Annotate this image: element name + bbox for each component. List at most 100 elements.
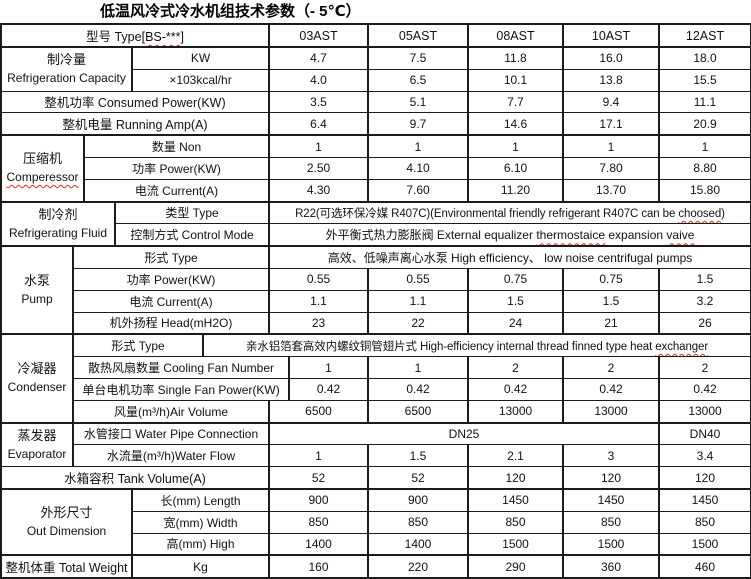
value-cell: 13000 [467, 399, 564, 424]
row-pump-type: 水泵 Pump 形式 Type 高效、低噪声离心水泵 High efficienc… [0, 245, 751, 335]
row-label: 高(mm) High [131, 532, 270, 556]
value-cell: 3.5 [268, 90, 369, 114]
value-cell: 9.7 [367, 112, 469, 136]
value-cell: 0.55 [367, 267, 469, 291]
value-cell: 4.10 [367, 156, 469, 180]
value-cell: 0.75 [467, 267, 564, 291]
section-zh: 压缩机 [22, 151, 62, 167]
value-cell: 120 [562, 466, 660, 490]
section-en: Comperessor [6, 170, 79, 185]
value-cell: 17.1 [562, 112, 660, 136]
row-label: 机外扬程 Head(mH2O) [72, 311, 270, 335]
value-cell-control-mode: 外平衡式热力膨胀阀 External equalizer thermostaic… [268, 223, 751, 247]
value-cell-pipe-dn25: DN25 [268, 421, 660, 446]
value-cell: 160 [268, 554, 369, 579]
section-label-condenser: 冷凝器 Condenser [0, 333, 74, 424]
value-cell: 1.1 [367, 289, 469, 313]
value-cell: 13000 [658, 399, 751, 424]
section-label-pump: 水泵 Pump [0, 245, 74, 335]
value-cell: 1 [288, 356, 369, 379]
value-cell: 360 [562, 554, 660, 579]
value-cell: 1500 [467, 532, 564, 556]
value-cell: 1 [367, 134, 469, 158]
row-label: 形式 Type [72, 245, 270, 269]
row-condenser-type: 冷凝器 Condenser 形式 Type 亲水铝箔套高效内螺纹铜管翅片式 Hig… [0, 333, 751, 424]
value-cell-pump-type: 高效、低噪声离心水泵 High efficiency、 low noise ce… [268, 245, 751, 269]
row-label: 整机功率 Consumed Power(KW) [0, 90, 270, 114]
model-header-row: 型号 Type[BS-***] 03AST 05AST 08AST 10AST … [0, 23, 751, 48]
value-cell: 1.5 [367, 444, 469, 468]
row-capacity-kw: 制冷量 Refrigeration Capacity KW 4.7 7.5 11.… [0, 45, 751, 92]
value-cell: 21 [562, 311, 660, 335]
value-cell: 220 [367, 554, 469, 579]
section-label-compressor: 压缩机 Comperessor [0, 134, 85, 203]
row-label: 整机电量 Running Amp(A) [0, 112, 270, 136]
value-cell: 7.60 [367, 178, 469, 203]
value-cell-pipe-dn40: DN40 [658, 421, 751, 446]
value-cell: 16.0 [562, 45, 660, 70]
row-consumed-power: 整机功率 Consumed Power(KW) 3.5 5.1 7.7 9.4 … [0, 90, 751, 114]
row-label: 单台电机功率 Single Fan Power(KW) [72, 377, 290, 401]
page-title: 低温风冷式冷水机组技术参数（- 5℃） [100, 3, 361, 20]
value-text-misspelled: exchanger [655, 340, 709, 353]
section-en: Evaporator [7, 446, 67, 461]
row-label: 类型 Type [114, 200, 270, 225]
value-text-misspelled: vaive [666, 228, 695, 243]
model-header-label: 型号 Type[BS-***] [0, 23, 270, 48]
value-cell: 0.42 [562, 377, 660, 401]
value-cell: 13.70 [562, 178, 660, 203]
section-zh: 外形尺寸 [40, 505, 93, 521]
value-text-misspelled: choosed [678, 207, 722, 220]
value-cell: 5.1 [367, 90, 469, 114]
model-col-header: 08AST [467, 23, 564, 48]
value-cell: 7.7 [467, 90, 564, 114]
row-label: KW [131, 45, 270, 70]
row-label: Kg [131, 554, 270, 579]
row-refrigerant-type: 制冷剂 Refrigerating Fluid 类型 Type R22(可选环保冷… [0, 200, 751, 247]
value-cell: 0.42 [288, 377, 369, 401]
value-cell: 850 [268, 510, 369, 534]
value-cell: 6.5 [367, 68, 469, 92]
section-en: Pump [21, 291, 53, 306]
model-label-suffix: ] [180, 30, 184, 44]
section-label-total-weight: 整机体重 Total Weight [0, 554, 133, 579]
row-label: 电流 Current(A) [83, 178, 270, 203]
row-pump-current: 电流 Current(A) 1.1 1.1 1.5 1.5 3.2 [1, 289, 751, 313]
section-zh: 蒸发器 [17, 427, 57, 443]
row-compressor-power: 功率 Power(KW) 2.50 4.10 6.10 7.80 8.80 [1, 156, 751, 180]
model-col-header: 10AST [562, 23, 660, 48]
row-dimension-width: 宽(mm) Width 850 850 850 850 850 [1, 510, 751, 534]
row-label: 数量 Non [83, 134, 270, 158]
value-cell: 11.8 [467, 45, 564, 70]
value-cell: 1 [268, 444, 369, 468]
value-cell: 15.80 [658, 178, 751, 203]
value-cell: 8.80 [658, 156, 751, 180]
value-cell: 0.55 [268, 267, 369, 291]
row-tank-volume: 水箱容积 Tank Volume(A) 52 52 120 120 120 [0, 466, 751, 490]
row-condenser-fan-number: 散热风扇数量 Cooling Fan Number 1 1 2 2 2 [1, 356, 751, 379]
section-zh: 冷凝器 [17, 361, 57, 377]
value-cell: 52 [367, 466, 469, 490]
value-cell: 24 [467, 311, 564, 335]
value-cell: 2 [467, 356, 564, 379]
row-label: ×103kcal/hr [131, 68, 270, 92]
value-cell: 7.5 [367, 45, 469, 70]
value-cell: 1400 [367, 532, 469, 556]
value-cell: 0.42 [658, 377, 751, 401]
value-cell: 3.4 [658, 444, 751, 468]
value-text: R22(可选环保冷媒 R407C)(Environmental friendly… [295, 207, 679, 220]
value-cell: 850 [562, 510, 660, 534]
row-label: 功率 Power(KW) [83, 156, 270, 180]
value-cell: 460 [658, 554, 751, 579]
value-cell: 1 [658, 134, 751, 158]
row-label: 宽(mm) Width [131, 510, 270, 534]
value-cell: 2.50 [268, 156, 369, 180]
value-cell: 1450 [658, 487, 751, 512]
value-cell-refrigerant-type: R22(可选环保冷媒 R407C)(Environmental friendly… [268, 200, 751, 225]
model-col-header: 12AST [658, 23, 751, 48]
value-cell: 2.1 [467, 444, 564, 468]
value-cell: 23 [268, 311, 369, 335]
value-cell: 850 [367, 510, 469, 534]
value-cell: 6.10 [467, 156, 564, 180]
row-compressor-qty: 压缩机 Comperessor 数量 Non 1 1 1 1 1 [0, 134, 751, 203]
